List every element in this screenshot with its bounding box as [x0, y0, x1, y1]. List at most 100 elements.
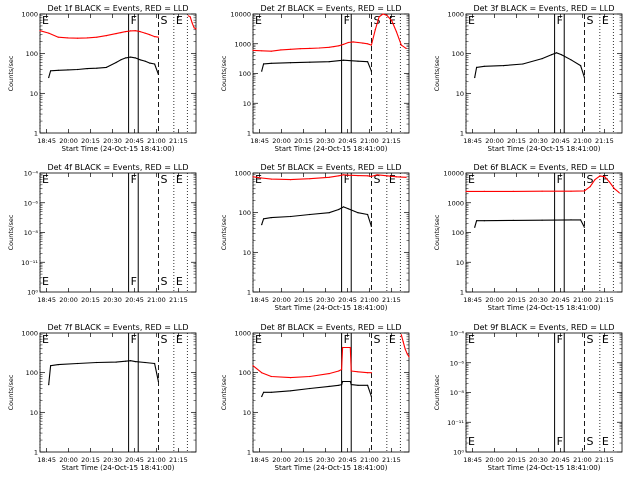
events-data-point	[157, 380, 159, 383]
y-tick-label: 1	[34, 130, 38, 138]
marker-label-bottom: E	[176, 275, 183, 288]
lld-data-point	[189, 16, 191, 18]
x-tick-label: 20:30	[316, 296, 335, 304]
x-axis-label: Start Time (24-Oct-15 18:41:00)	[275, 145, 388, 153]
events-data-point	[370, 395, 372, 398]
events-data-point	[555, 52, 558, 54]
lld-data-point	[144, 32, 146, 34]
x-tick-label: 20:30	[103, 296, 122, 304]
lld-data-point	[406, 353, 408, 355]
events-data-point	[290, 62, 292, 64]
lld-data-point	[400, 44, 402, 46]
lld-data-point	[115, 33, 117, 35]
x-tick-label: 20:00	[485, 137, 504, 145]
x-tick-label: 20:30	[316, 456, 335, 464]
lld-data-point	[370, 175, 372, 177]
events-data-point	[570, 219, 572, 221]
events-data-point	[483, 220, 485, 222]
y-axis-label: Counts/sec	[220, 374, 228, 410]
y-axis-label: Counts/sec	[433, 374, 441, 410]
marker-label-top: S	[160, 173, 167, 186]
marker-label-top: E	[602, 333, 609, 346]
x-tick-label: 21:00	[147, 296, 166, 304]
x-tick-label: 18:45	[37, 456, 56, 464]
lld-data-point	[408, 356, 410, 358]
lld-data-point	[338, 175, 340, 177]
y-tick-label: 100	[239, 209, 251, 217]
events-data-point	[349, 380, 351, 383]
lld-data-point	[252, 176, 254, 178]
x-tick-label: 20:15	[294, 137, 313, 145]
x-tick-label: 20:00	[272, 456, 291, 464]
events-data-point	[115, 361, 117, 363]
y-tick-label: 1000	[234, 330, 251, 338]
y-tick-label: 10⁻¹¹	[21, 259, 38, 267]
events-data-point	[370, 70, 372, 72]
events-data-point	[290, 390, 292, 392]
events-data-point	[503, 65, 505, 67]
lld-data-point	[280, 49, 282, 51]
lld-data-point	[270, 375, 272, 378]
x-tick-label: 20:30	[103, 456, 122, 464]
events-data-point	[476, 220, 478, 222]
events-data-point	[583, 76, 586, 79]
marker-label-top: F	[557, 333, 563, 346]
events-data-point	[129, 360, 132, 362]
marker-label-top: F	[131, 333, 137, 346]
x-tick-label: 21:00	[573, 456, 592, 464]
y-tick-label: 10⁻⁶	[450, 359, 465, 367]
x-tick-label: 18:45	[37, 296, 56, 304]
events-data-point	[290, 215, 292, 218]
x-axis-label: Start Time (24-Oct-15 18:41:00)	[62, 464, 175, 472]
y-tick-label: 10	[456, 90, 464, 98]
events-data-point	[261, 395, 263, 398]
lld-data-point	[129, 30, 132, 32]
lld-data-point	[357, 41, 359, 44]
marker-label-top: E	[176, 14, 183, 27]
lld-data-point	[341, 368, 343, 371]
lld-data-point	[347, 174, 349, 176]
plot-frame	[252, 332, 410, 453]
lld-series-line	[466, 175, 620, 194]
lld-data-point	[608, 181, 611, 183]
lld-data-point	[342, 174, 345, 176]
events-data-point	[270, 62, 272, 64]
chart-panel-3: Det 3f BLACK = Events, RED = LLD Counts/s…	[433, 4, 623, 153]
events-data-point	[96, 67, 98, 69]
y-tick-label: 1	[460, 289, 464, 297]
x-tick-label: 21:15	[169, 137, 188, 145]
x-tick-label: 21:15	[595, 296, 614, 304]
lld-data-point	[382, 13, 384, 15]
events-data-point	[474, 226, 476, 228]
marker-label-top: E	[42, 173, 49, 186]
x-tick-label: 18:45	[463, 296, 482, 304]
chart-panel-7: Det 7f BLACK = Events, RED = LLD Counts/s…	[7, 323, 197, 472]
y-tick-label: 10⁻⁸	[450, 389, 465, 397]
lld-data-point	[618, 192, 620, 194]
lld-data-point	[252, 365, 254, 367]
plot-frame	[465, 13, 623, 134]
x-axis-label: Start Time (24-Oct-15 18:41:00)	[275, 304, 388, 312]
events-data-point	[115, 61, 117, 64]
lld-data-point	[105, 35, 107, 37]
x-tick-label: 18:45	[250, 456, 269, 464]
marker-label-top: S	[586, 173, 593, 186]
x-tick-label: 20:00	[59, 456, 78, 464]
marker-label-top: E	[468, 173, 475, 186]
lld-data-point	[350, 370, 352, 372]
y-axis-label: Counts/sec	[220, 55, 228, 91]
plot-frame	[252, 172, 410, 293]
chart-title: Det 6f BLACK = Events, RED = LLD	[473, 163, 614, 172]
lld-data-point	[367, 372, 369, 374]
events-data-point	[270, 391, 272, 393]
x-tick-label: 20:45	[125, 456, 144, 464]
x-tick-label: 18:45	[463, 456, 482, 464]
events-data-point	[261, 224, 263, 226]
lld-data-point	[77, 37, 79, 39]
events-data-point	[357, 212, 359, 214]
x-tick-label: 20:30	[529, 137, 548, 145]
y-tick-label: 10⁻¹¹	[447, 419, 464, 427]
x-tick-label: 20:45	[338, 296, 357, 304]
lld-series-line	[39, 30, 159, 39]
x-tick-label: 20:45	[338, 456, 357, 464]
